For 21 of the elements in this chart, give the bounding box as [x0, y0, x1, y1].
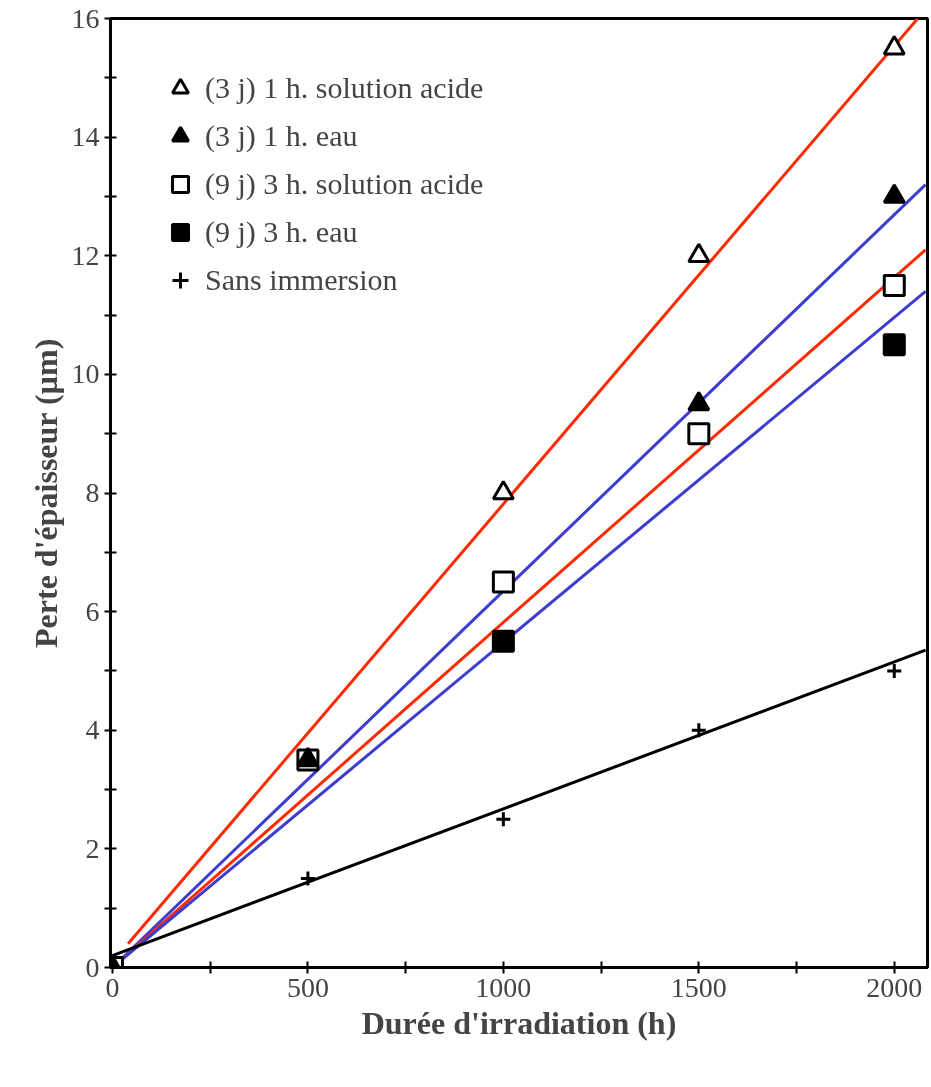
y-tick-label: 2 — [85, 832, 100, 864]
y-tick-label: 12 — [71, 239, 100, 271]
x-tick-label: 1500 — [670, 971, 727, 1003]
legend-label: (3 j) 1 h. eau — [205, 119, 358, 153]
y-tick-label: 14 — [71, 121, 100, 153]
x-tick-label: 2000 — [866, 971, 923, 1003]
x-tick-label: 0 — [105, 971, 120, 1003]
legend-label: (9 j) 3 h. eau — [205, 215, 358, 249]
legend-label: Sans immersion — [205, 263, 398, 297]
y-tick-label: 6 — [85, 595, 100, 627]
x-tick-label: 1000 — [475, 971, 532, 1003]
legend-label: (9 j) 3 h. solution acide — [205, 167, 484, 201]
y-tick-label: 8 — [85, 477, 100, 508]
y-tick-label: 4 — [85, 714, 100, 746]
y-tick-label: 16 — [71, 2, 100, 34]
y-tick-label: 0 — [85, 951, 100, 983]
y-tick-label: 10 — [71, 358, 100, 390]
y-axis-title: Perte d'épaisseur (µm) — [27, 338, 64, 648]
legend-label: (3 j) 1 h. solution acide — [205, 71, 484, 105]
x-axis-title: Durée d'irradiation (h) — [361, 1004, 677, 1041]
x-tick-label: 500 — [286, 971, 329, 1003]
